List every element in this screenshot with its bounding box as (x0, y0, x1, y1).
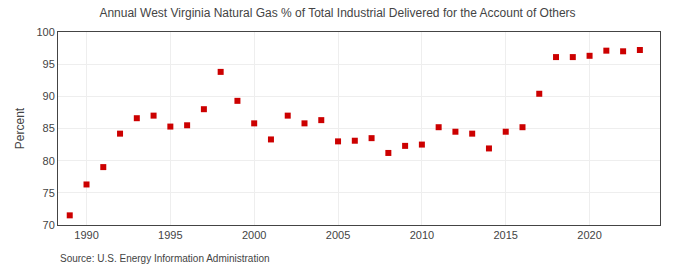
svg-text:85: 85 (43, 122, 55, 134)
svg-text:2015: 2015 (493, 229, 517, 241)
svg-text:75: 75 (43, 187, 55, 199)
svg-text:100: 100 (36, 26, 54, 38)
svg-text:2020: 2020 (577, 229, 601, 241)
svg-text:2005: 2005 (326, 229, 350, 241)
svg-text:80: 80 (43, 155, 55, 167)
svg-text:1990: 1990 (74, 229, 98, 241)
svg-text:Percent: Percent (13, 107, 27, 149)
svg-text:95: 95 (43, 58, 55, 70)
svg-text:90: 90 (43, 90, 55, 102)
svg-text:2010: 2010 (410, 229, 434, 241)
svg-text:Annual West Virginia Natural G: Annual West Virginia Natural Gas % of To… (99, 6, 575, 20)
svg-text:Source: U.S. Energy Informatio: Source: U.S. Energy Information Administ… (60, 253, 270, 264)
svg-text:2000: 2000 (242, 229, 266, 241)
svg-text:1995: 1995 (158, 229, 182, 241)
svg-text:70: 70 (43, 219, 55, 231)
